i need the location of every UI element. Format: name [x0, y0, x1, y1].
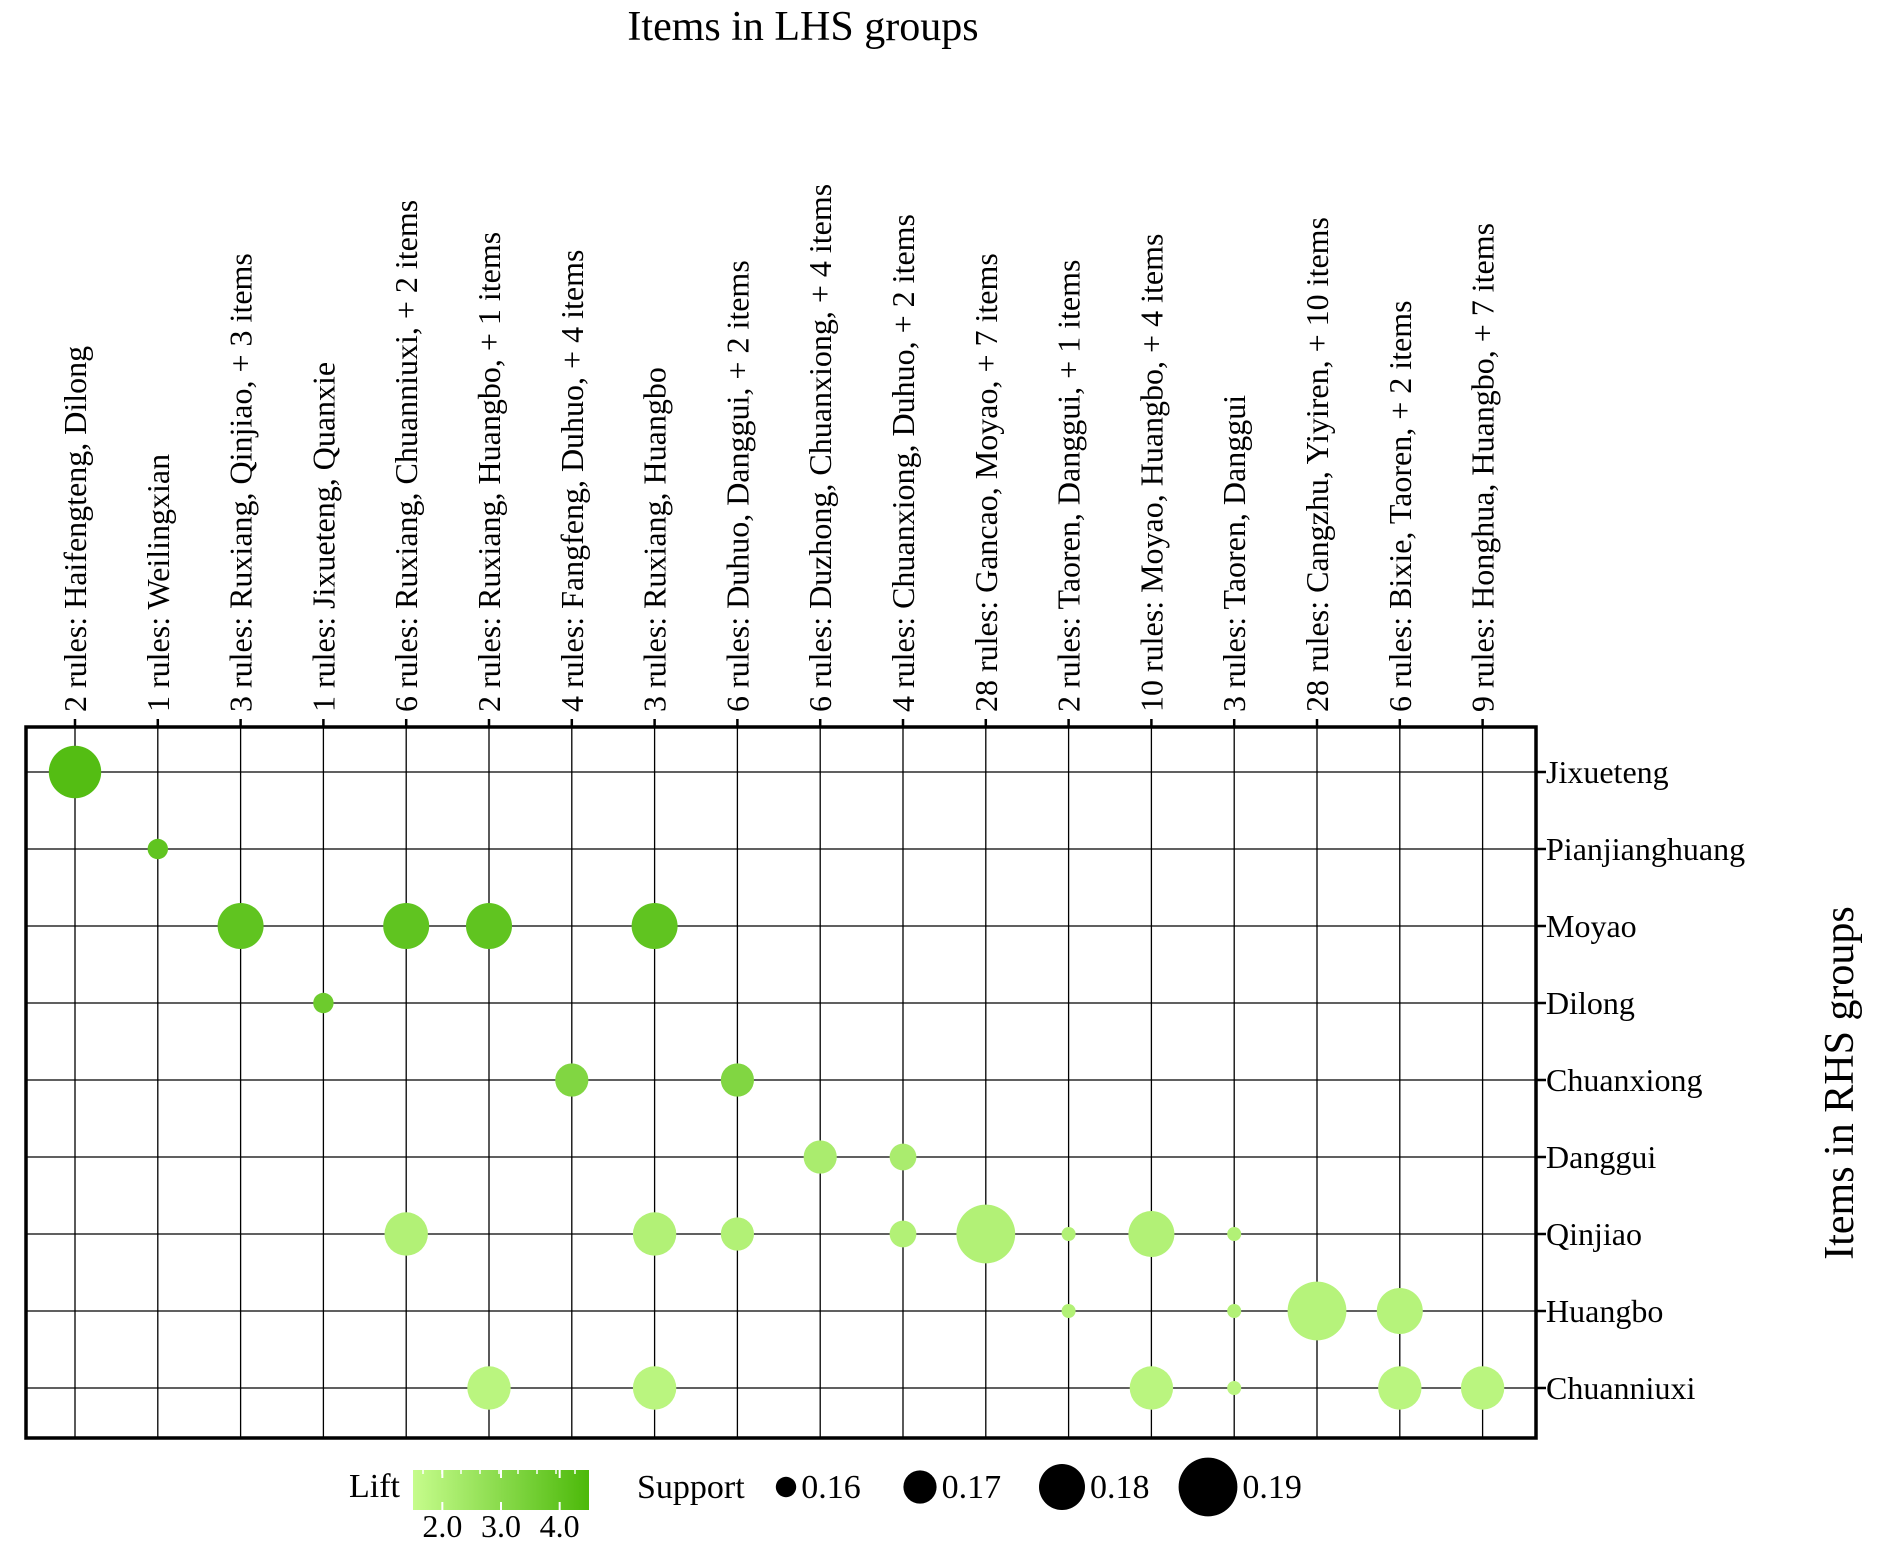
rule-point [313, 992, 334, 1014]
rule-point [48, 745, 102, 799]
rule-point [803, 1140, 837, 1174]
lift-tick-label: 2.0 [422, 1508, 462, 1543]
support-legend-label: Support [637, 1469, 745, 1506]
rule-point [720, 1217, 755, 1251]
lift-tick-labels: 2.0 3.0 4.0 [422, 1508, 579, 1543]
rhs-item-labels: Jixueteng Pianjianghuang Moyao Dilong Chuanx… [1546, 754, 1745, 1406]
support-legend-items: 0.16 0.17 0.18 0.19 [775, 1457, 1302, 1517]
rule-point [555, 1063, 589, 1097]
lhs-group-label: 1 rules: Jixueteng, Quanxie [305, 362, 341, 712]
lift-tick-label: 4.0 [540, 1508, 580, 1543]
rule-point [1061, 1227, 1076, 1241]
support-legend-value: 0.19 [1242, 1469, 1302, 1506]
plot-frame [24, 725, 1538, 1440]
lhs-group-label: 9 rules: Honghua, Huangbo, + 7 items [1465, 223, 1501, 712]
lift-tick-label: 3.0 [481, 1508, 521, 1543]
rhs-item-label: Huangbo [1546, 1293, 1663, 1329]
support-legend-value: 0.18 [1090, 1469, 1150, 1506]
rule-point [1287, 1281, 1347, 1341]
rule-point [1128, 1211, 1175, 1257]
rule-point [1376, 1288, 1423, 1334]
rule-point [1227, 1304, 1242, 1318]
chart-title: Items in LHS groups [627, 4, 978, 50]
support-legend-circle [1039, 1464, 1085, 1510]
rule-point [1129, 1366, 1174, 1410]
rule-point [632, 1366, 677, 1410]
rule-point [631, 903, 678, 949]
lhs-group-label: 6 rules: Bixie, Taoren, + 2 items [1382, 300, 1418, 712]
lhs-group-label: 6 rules: Duzhong, Chuanxiong, + 4 items [802, 184, 838, 712]
lhs-group-label: 3 rules: Ruxiang, Huangbo [637, 367, 673, 712]
lhs-group-label: 1 rules: Weilingxian [140, 454, 176, 712]
legend: Lift 2.0 3.0 4.0 Support 0.16 0.17 0.18 0.19 [349, 1457, 1302, 1543]
rhs-item-label: Danggui [1546, 1139, 1656, 1175]
rhs-item-label: Moyao [1546, 908, 1637, 944]
rule-point [384, 1212, 428, 1256]
rule-point [632, 1212, 677, 1256]
lhs-group-label: 2 rules: Ruxiang, Huangbo, + 1 items [471, 232, 507, 712]
lift-bar-ticks [422, 1470, 576, 1510]
lhs-group-label: 28 rules: Gancao, Moyao, + 7 items [968, 253, 1004, 712]
support-legend-value: 0.17 [942, 1469, 1002, 1506]
lhs-group-label: 3 rules: Ruxiang, Qinjiao, + 3 items [223, 253, 259, 712]
lhs-group-label: 6 rules: Ruxiang, Chuanniuxi, + 2 items [388, 200, 424, 712]
lhs-group-label: 4 rules: Chuanxiong, Duhuo, + 2 items [885, 214, 921, 712]
rhs-item-label: Dilong [1546, 985, 1635, 1021]
rule-point [466, 903, 512, 949]
lhs-group-label: 3 rules: Taoren, Danggui [1216, 395, 1252, 712]
lhs-group-label: 28 rules: Cangzhu, Yiyiren, + 10 items [1299, 217, 1335, 712]
rule-point [889, 1220, 917, 1248]
lift-legend-label: Lift [349, 1468, 401, 1505]
rule-point [1061, 1304, 1076, 1318]
y-axis-label: Items in RHS groups [1817, 906, 1863, 1260]
rule-point [1460, 1366, 1505, 1410]
rhs-item-label: Jixueteng [1546, 754, 1669, 790]
data-points [48, 745, 1505, 1410]
rhs-item-label: Chuanxiong [1546, 1062, 1702, 1098]
rule-point [1378, 1366, 1422, 1410]
support-legend-circle [1178, 1457, 1238, 1517]
rule-point [383, 903, 430, 949]
lhs-group-label: 6 rules: Duhuo, Danggui, + 2 items [719, 260, 755, 712]
rule-point [956, 1204, 1016, 1264]
rule-point [1227, 1227, 1242, 1241]
rule-point [889, 1143, 917, 1171]
support-legend-circle [775, 1476, 797, 1498]
support-legend-value: 0.16 [801, 1469, 861, 1506]
lhs-group-labels: 2 rules: Haifengteng, Dilong 1 rules: Wei… [57, 184, 1501, 712]
rule-point [217, 903, 264, 949]
rhs-item-label: Qinjiao [1546, 1216, 1642, 1252]
lhs-group-label: 2 rules: Taoren, Danggui, + 1 items [1051, 260, 1087, 712]
lhs-group-label: 10 rules: Moyao, Huangbo, + 4 items [1133, 234, 1169, 712]
rule-point [467, 1366, 511, 1410]
rule-point [147, 838, 168, 860]
support-legend-circle [903, 1470, 937, 1504]
rule-point [1227, 1381, 1242, 1395]
lhs-group-label: 4 rules: Fangfeng, Duhuo, + 4 items [554, 250, 590, 712]
rhs-item-label: Pianjianghuang [1546, 831, 1745, 867]
rhs-item-label: Chuanniuxi [1546, 1370, 1695, 1406]
rule-point [720, 1063, 755, 1097]
lhs-group-label: 2 rules: Haifengteng, Dilong [57, 346, 93, 712]
